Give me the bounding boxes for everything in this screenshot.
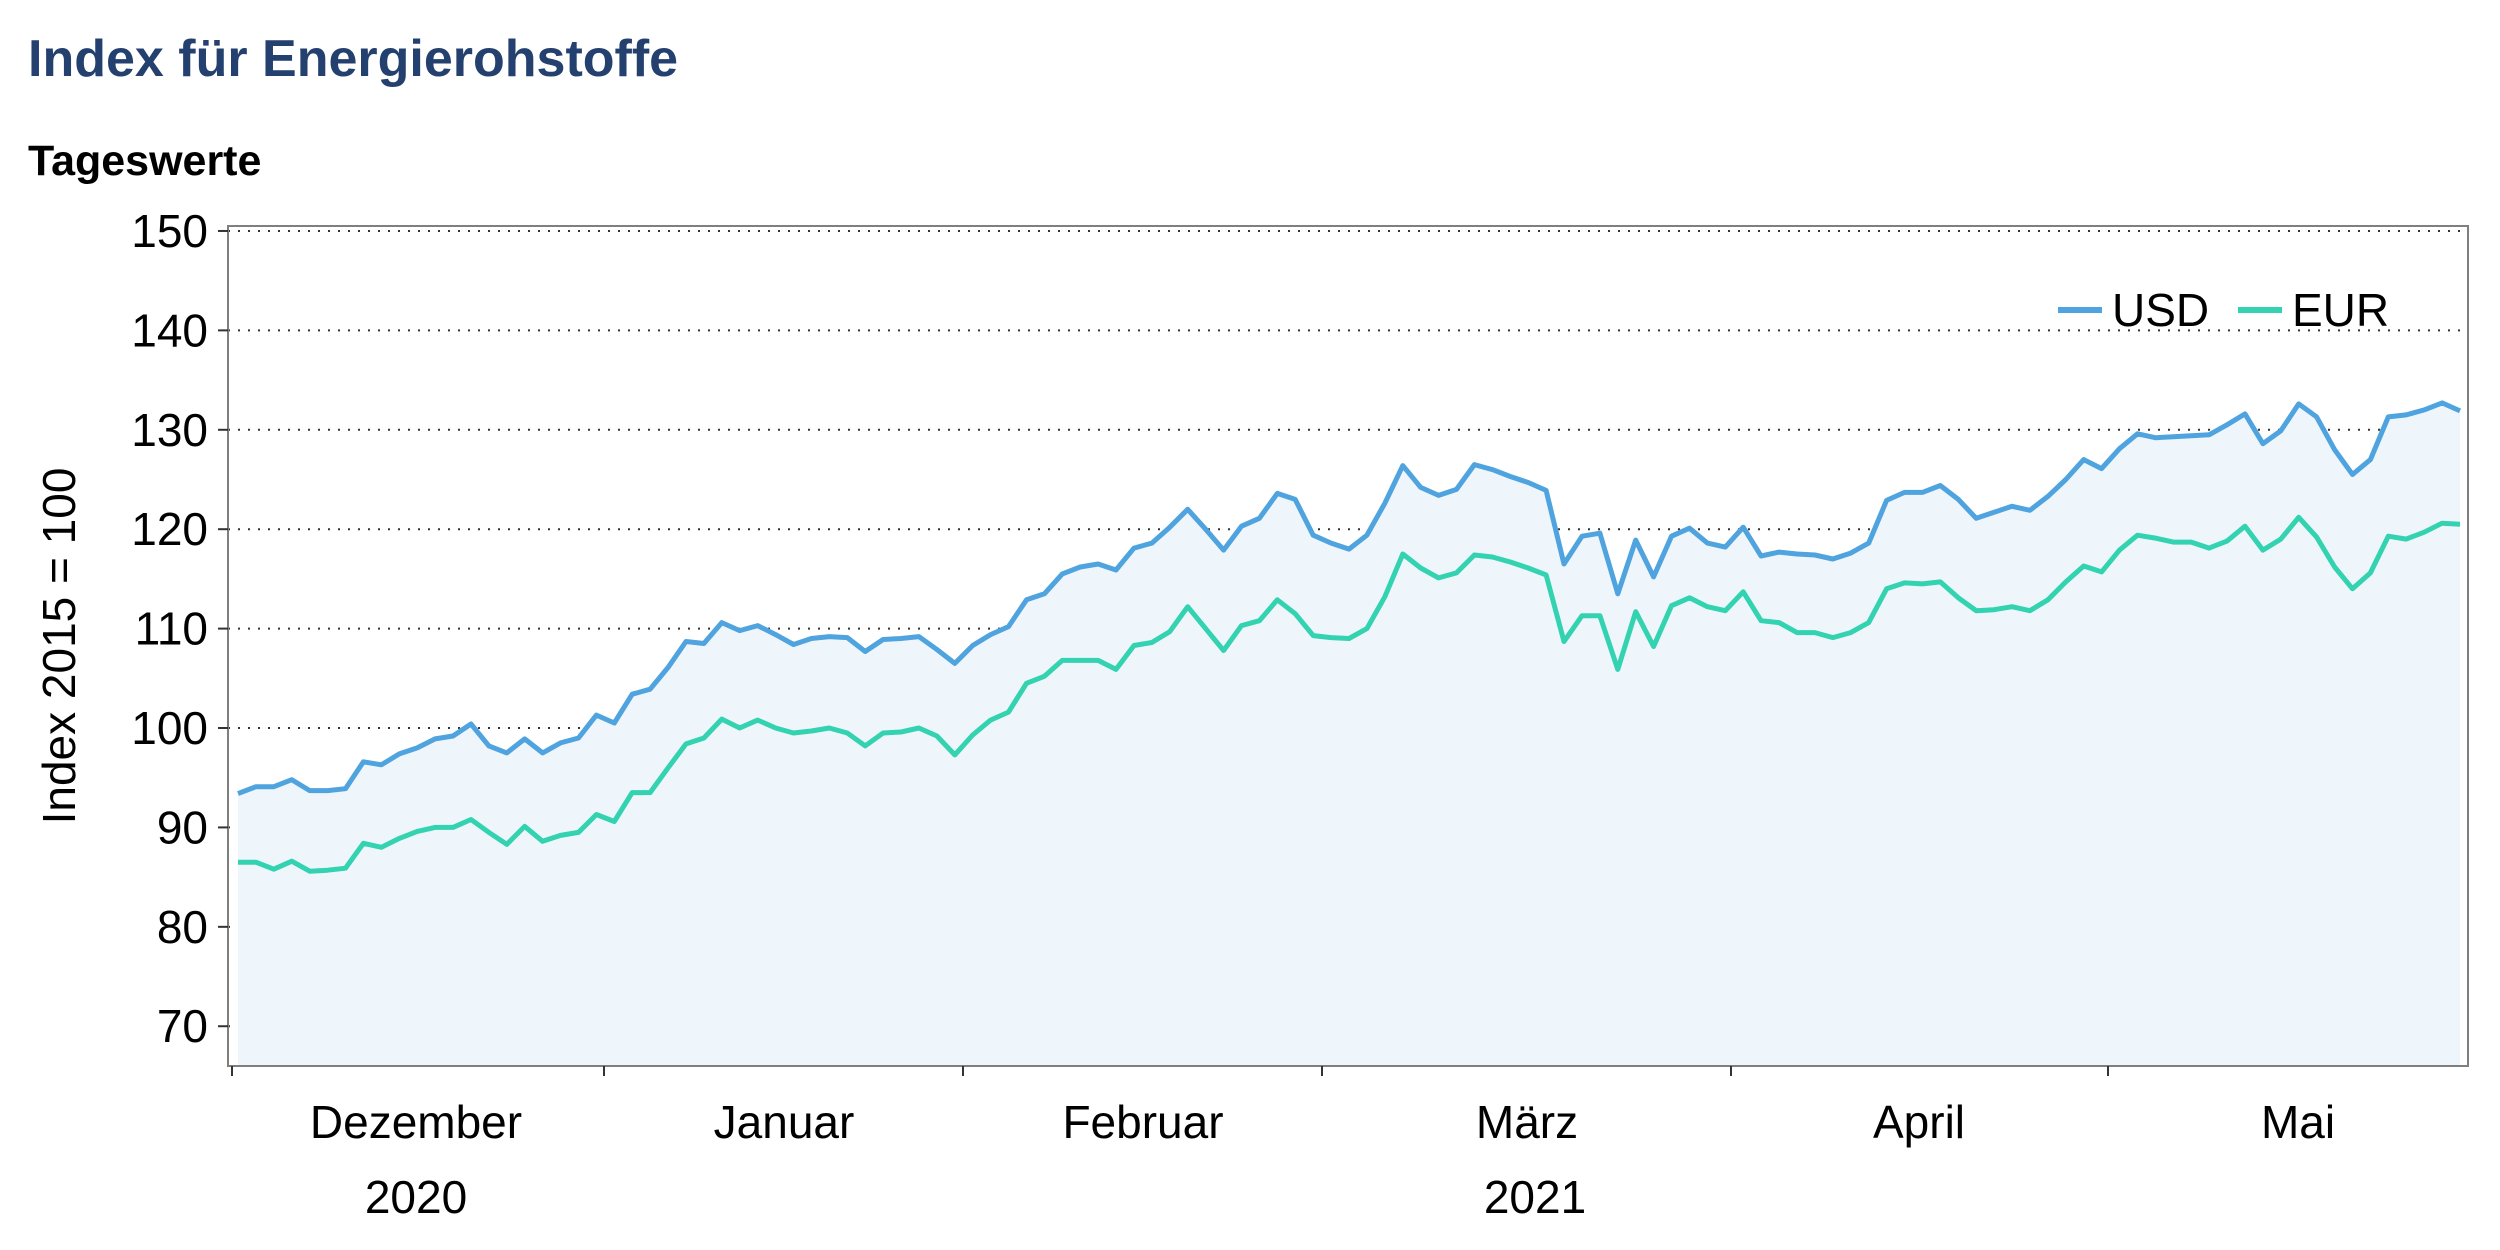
plot-frame [227, 225, 2469, 1067]
series-line-usd [237, 400, 2462, 796]
x-year-label: 2021 [1484, 1171, 1586, 1223]
chart-subtitle: Tageswerte [28, 137, 261, 185]
y-axis-label: Index 2015 = 100 [33, 468, 85, 825]
series-lines [237, 400, 2462, 874]
legend-label-eur: EUR [2292, 284, 2389, 336]
y-tick-label: 70 [157, 1000, 208, 1052]
x-month-label: Januar [714, 1096, 855, 1148]
y-tick-label: 110 [135, 603, 208, 655]
y-tick-label: 130 [131, 404, 208, 456]
area-fill [238, 402, 2460, 1066]
y-tick-label: 80 [157, 901, 208, 953]
x-month-label: April [1873, 1096, 1965, 1148]
x-month-label: März [1476, 1096, 1578, 1148]
y-tick-label: 90 [157, 801, 208, 853]
y-tick-label: 100 [131, 702, 208, 754]
x-month-label: Februar [1062, 1096, 1223, 1148]
chart-title: Index für Energierohstoffe [28, 30, 678, 88]
y-tick-label: 120 [131, 503, 208, 555]
x-month-label: Mai [2261, 1096, 2335, 1148]
series-line-eur [238, 514, 2461, 874]
legend: USD EUR [2058, 284, 2389, 336]
x-year-label: 2020 [365, 1171, 467, 1223]
legend-label-usd: USD [2112, 284, 2209, 336]
y-tick-label: 140 [131, 304, 208, 356]
y-axis: 70 80 90 100 110 120 130 140 150 [131, 205, 228, 1052]
x-month-label: Dezember [310, 1096, 522, 1148]
y-tick-label: 150 [131, 205, 208, 257]
x-axis: Dezember Januar Februar März April Mai 2020 202… [231, 1066, 2335, 1223]
